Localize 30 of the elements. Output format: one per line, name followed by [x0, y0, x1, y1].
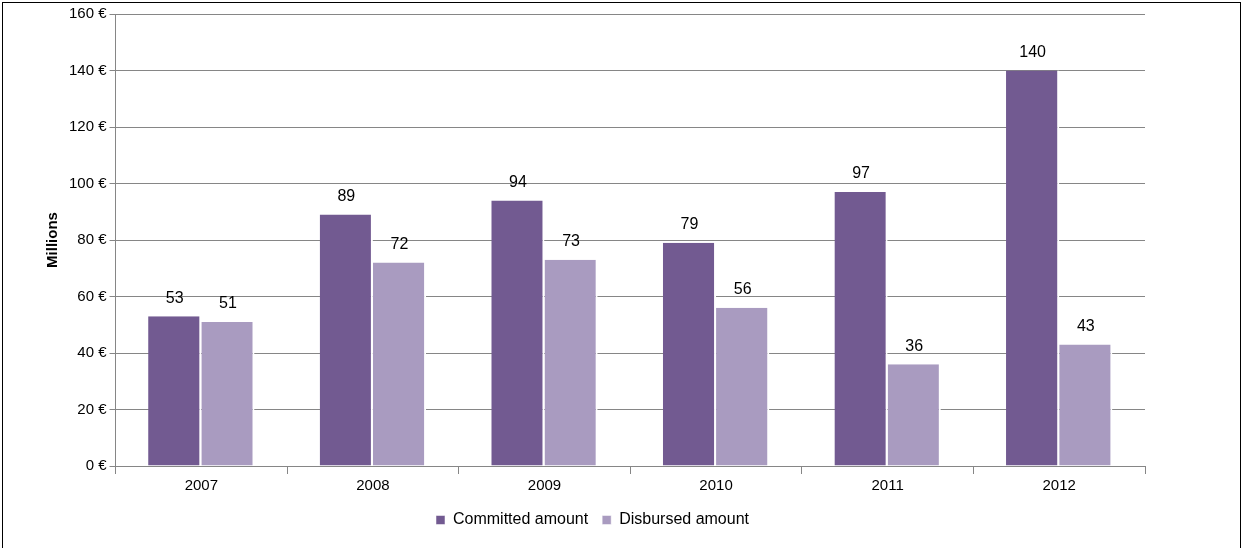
- y-tick-label: 160 €: [68, 4, 108, 22]
- legend-label: Disbursed amount: [619, 510, 750, 528]
- y-tick-label: 20 €: [77, 399, 108, 417]
- y-tick-label: 60 €: [77, 286, 108, 304]
- data-label: 51: [219, 294, 237, 312]
- data-label: 94: [508, 172, 527, 190]
- data-label: 36: [905, 336, 924, 354]
- x-tick-label: 2007: [184, 476, 219, 494]
- data-label: 97: [852, 164, 871, 182]
- data-label: 56: [733, 280, 752, 298]
- x-tick-label: 2012: [1042, 476, 1076, 494]
- x-tick-label: 2011: [871, 476, 904, 494]
- data-label: 140: [1019, 42, 1047, 60]
- data-label: 43: [1076, 316, 1095, 334]
- x-tick-label: 2009: [527, 476, 562, 494]
- x-tick-label: 2008: [356, 476, 390, 494]
- y-tick-label: 80 €: [77, 230, 108, 248]
- x-tick-label: 2010: [699, 476, 733, 494]
- data-label: 73: [562, 232, 581, 250]
- y-axis-title: Millions: [43, 212, 61, 268]
- data-label: 79: [680, 215, 699, 233]
- y-tick-label: 120 €: [68, 117, 108, 135]
- data-label: 72: [390, 235, 409, 253]
- y-tick-label: 100 €: [68, 173, 108, 191]
- y-tick-label: 0 €: [85, 456, 108, 474]
- data-label: 89: [337, 186, 356, 204]
- legend-label: Committed amount: [453, 510, 589, 528]
- y-tick-label: 140 €: [68, 60, 108, 78]
- data-label: 53: [165, 288, 184, 306]
- y-tick-label: 40 €: [77, 343, 108, 361]
